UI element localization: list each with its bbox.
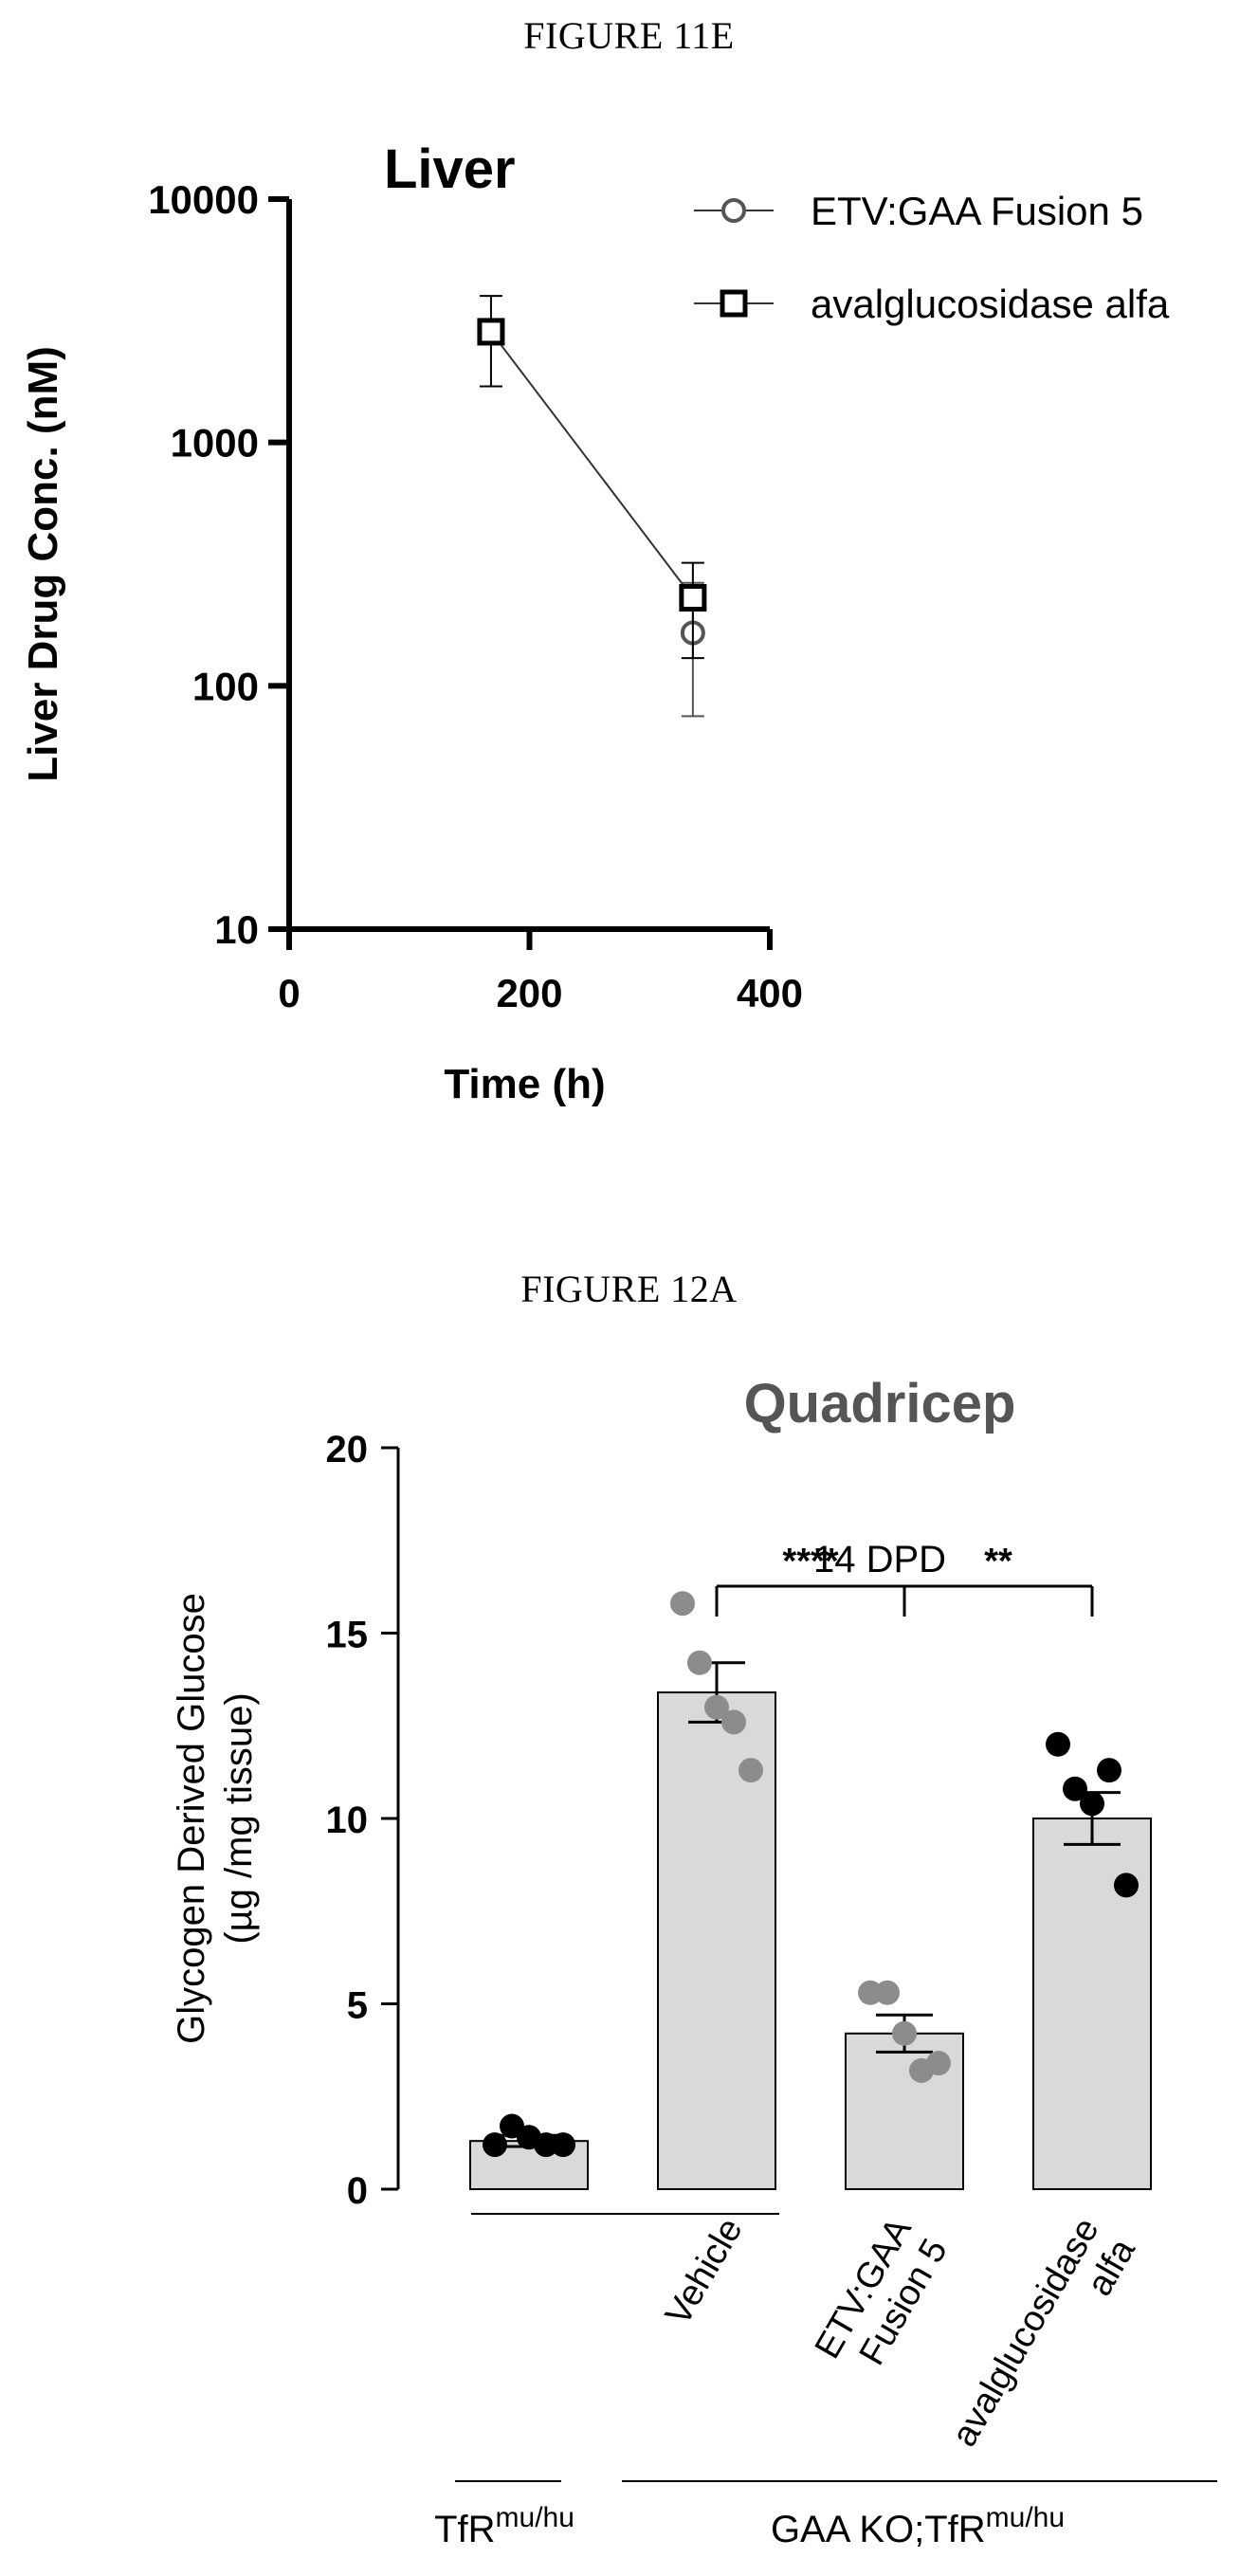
quadricep-chart: Quadricep 14 DPD 0 5 10 15 20 Glycogen Derived … bbox=[171, 1373, 1217, 2550]
legend-label: avalglucosidase alfa bbox=[811, 282, 1170, 326]
y-axis-label-line: (µg /mg tissue) bbox=[218, 1692, 260, 1944]
data-point bbox=[858, 1980, 883, 2005]
data-point bbox=[926, 2051, 951, 2076]
y-tick-label: 10 bbox=[326, 1800, 369, 1841]
data-point bbox=[704, 1694, 729, 1720]
data-point bbox=[687, 1650, 712, 1675]
significance-label: ** bbox=[984, 1542, 1012, 1581]
group-label: GAA KO;TfRmu/hu bbox=[771, 2502, 1065, 2550]
data-point bbox=[1080, 1791, 1104, 1817]
data-point bbox=[892, 2020, 917, 2046]
y-axis-label: Glycogen Derived Glucose (µg /mg tissue) bbox=[171, 1593, 260, 2044]
data-point bbox=[721, 1709, 746, 1735]
data-point bbox=[477, 318, 505, 346]
y-tick-label: 5 bbox=[347, 1985, 368, 2027]
liver-title: Liver bbox=[384, 138, 516, 200]
data-point bbox=[1063, 1776, 1087, 1801]
group-label-sup: mu/hu bbox=[496, 2502, 574, 2533]
y-tick-label: 15 bbox=[326, 1615, 369, 1656]
significance-label: **** bbox=[782, 1542, 838, 1581]
data-point bbox=[534, 2132, 558, 2158]
y-axis-label-line: Glycogen Derived Glucose bbox=[171, 1593, 212, 2044]
series-line bbox=[490, 331, 694, 599]
x-axis-label: Time (h) bbox=[444, 1061, 605, 1107]
legend-label: ETV:GAA Fusion 5 bbox=[811, 189, 1143, 233]
group-label: TfRmu/hu bbox=[434, 2502, 574, 2550]
data-point bbox=[670, 1591, 695, 1617]
bar bbox=[1032, 1818, 1152, 2190]
group-label-sup: mu/hu bbox=[986, 2502, 1065, 2533]
x-tick-label: 400 bbox=[737, 971, 803, 1015]
data-point bbox=[1114, 1873, 1139, 1898]
x-tick-label: 200 bbox=[496, 971, 562, 1015]
y-tick-label: 1000 bbox=[171, 421, 259, 466]
legend-marker bbox=[721, 198, 746, 223]
group-label-base: GAA KO;TfR bbox=[771, 2509, 986, 2550]
data-point bbox=[551, 2132, 575, 2158]
data-point bbox=[679, 583, 707, 612]
y-tick-label: 10 bbox=[214, 907, 259, 952]
figure-12a-caption: FIGURE 12A bbox=[520, 1268, 738, 1310]
data-point bbox=[875, 1980, 900, 2005]
data-point bbox=[738, 1758, 763, 1783]
quadricep-title: Quadricep bbox=[744, 1373, 1016, 1434]
group-label-base: TfR bbox=[434, 2509, 495, 2550]
x-tick-label: 0 bbox=[278, 971, 300, 1015]
bar-label: ETV:GAAFusion 5 bbox=[808, 2211, 956, 2386]
data-point bbox=[1097, 1758, 1121, 1783]
y-tick-label: 20 bbox=[326, 1429, 369, 1471]
y-tick-label: 100 bbox=[192, 664, 259, 708]
y-tick-label: 0 bbox=[347, 2170, 368, 2212]
bar-label: avalglucosidasealfa bbox=[944, 2211, 1143, 2475]
legend-marker bbox=[720, 289, 748, 318]
bar-label: Vehicle bbox=[658, 2212, 751, 2332]
data-point bbox=[1046, 1731, 1070, 1757]
subtitle: 14 DPD bbox=[813, 1539, 946, 1580]
bar-label-line: Vehicle bbox=[658, 2212, 751, 2332]
y-tick-label: 10000 bbox=[148, 177, 259, 222]
y-axis-label: Liver Drug Conc. (nM) bbox=[20, 346, 66, 782]
figure-11e-caption: FIGURE 11E bbox=[523, 14, 735, 57]
liver-chart: Liver 10 100 1000 10000 0 200 400 Time (h) Liver … bbox=[20, 138, 1170, 1107]
bar-label-line: avalglucosidase bbox=[944, 2212, 1107, 2454]
data-point bbox=[483, 2132, 507, 2158]
